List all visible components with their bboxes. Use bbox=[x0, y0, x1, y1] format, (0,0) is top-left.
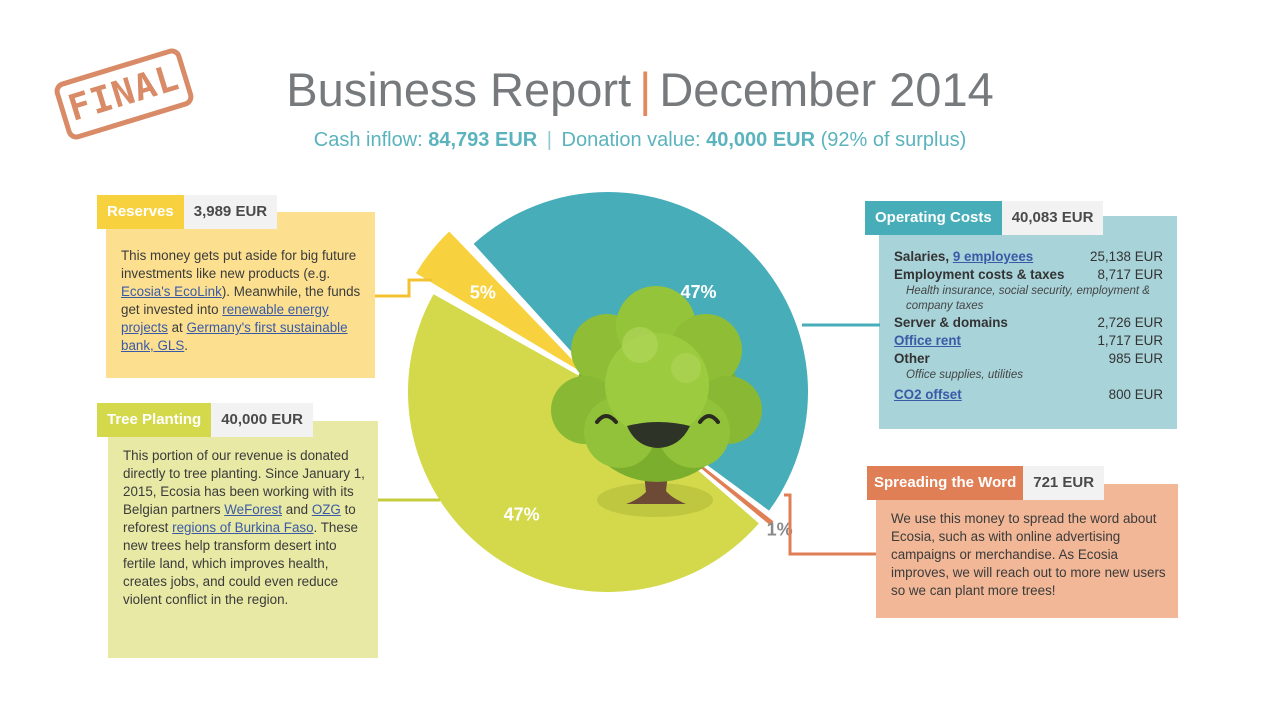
cash-inflow-value: 84,793 EUR bbox=[428, 129, 538, 151]
donation-value: 40,000 EUR bbox=[706, 129, 816, 151]
cost-row-office-rent: Office rent 1,717 EUR bbox=[894, 332, 1163, 350]
donation-note: (92% of surplus) bbox=[820, 129, 967, 151]
cost-label: Server & domains bbox=[894, 315, 1008, 330]
cost-note: Office supplies, utilities bbox=[906, 369, 1023, 381]
cost-value: 8,717 EUR bbox=[1097, 267, 1163, 282]
pie-label-reserves: 5% bbox=[470, 282, 496, 302]
reserves-card: This money gets put aside for big future… bbox=[106, 212, 375, 378]
cost-value: 25,138 EUR bbox=[1090, 249, 1163, 264]
title-date: December 2014 bbox=[659, 63, 994, 116]
tree-planting-text: This portion of our revenue is donated d… bbox=[123, 448, 365, 517]
cost-value: 800 EUR bbox=[1108, 387, 1163, 402]
employees-link[interactable]: 9 employees bbox=[952, 249, 1034, 264]
reserves-text: . bbox=[184, 338, 189, 353]
cost-row-salaries: Salaries, 9 employees 25,138 EUR bbox=[894, 248, 1163, 266]
operating-costs-name: Operating Costs bbox=[865, 201, 1002, 235]
cost-value: 2,726 EUR bbox=[1097, 315, 1163, 330]
pie-label-tree-planting: 47% bbox=[504, 505, 540, 525]
spreading-tab: Spreading the Word 721 EUR bbox=[867, 466, 1105, 500]
operating-costs-tab: Operating Costs 40,083 EUR bbox=[865, 201, 1104, 235]
page-title: Business Report | December 2014 bbox=[0, 62, 1280, 117]
reserves-text: This money gets put aside for big future… bbox=[121, 248, 357, 281]
reserves-amount: 3,989 EUR bbox=[183, 195, 278, 229]
title-separator: | bbox=[639, 63, 652, 116]
donation-label: Donation value: bbox=[561, 129, 701, 151]
pie-labels: 47% 1% 47% 5% bbox=[470, 282, 793, 540]
cost-row-employment: Employment costs & taxes 8,717 EUR bbox=[894, 266, 1163, 284]
pie-label-operating-costs: 47% bbox=[680, 282, 716, 302]
operating-costs-amount: 40,083 EUR bbox=[1001, 201, 1104, 235]
cost-label: Employment costs & taxes bbox=[894, 267, 1065, 282]
tree-planting-text: to reforest bbox=[123, 502, 356, 535]
office-rent-link[interactable]: Office rent bbox=[894, 333, 961, 348]
tree-planting-text: . These new trees help transform desert … bbox=[123, 520, 358, 607]
spreading-name: Spreading the Word bbox=[867, 466, 1024, 500]
cost-row-server: Server & domains 2,726 EUR bbox=[894, 314, 1163, 332]
tree-planting-card: This portion of our revenue is donated d… bbox=[108, 421, 378, 658]
title-main: Business Report bbox=[286, 63, 632, 116]
ozg-link[interactable]: OZG bbox=[311, 502, 341, 517]
cost-row-other: Other 985 EUR bbox=[894, 350, 1163, 368]
cost-value: 1,717 EUR bbox=[1097, 333, 1163, 348]
spreading-text: We use this money to spread the word abo… bbox=[891, 511, 1166, 598]
burkina-faso-link[interactable]: regions of Burkina Faso bbox=[172, 520, 314, 535]
pie-slice-reserves bbox=[415, 231, 588, 376]
cost-row-co2: CO2 offset 800 EUR bbox=[894, 386, 1163, 404]
renewable-energy-link[interactable]: renewable energy projects bbox=[121, 302, 329, 335]
pie-label-spreading-the-word: 1% bbox=[767, 520, 793, 540]
cost-label: Other bbox=[894, 351, 930, 366]
tree-planting-amount: 40,000 EUR bbox=[211, 403, 313, 437]
subtitle-separator: | bbox=[546, 129, 552, 151]
co2-offset-link[interactable]: CO2 offset bbox=[894, 387, 962, 402]
reserves-text: at bbox=[167, 320, 187, 335]
spreading-connector bbox=[784, 493, 876, 556]
cost-value: 985 EUR bbox=[1108, 351, 1163, 366]
cost-note: Health insurance, social security, emplo… bbox=[906, 285, 1150, 312]
cash-inflow-label: Cash inflow: bbox=[313, 129, 423, 151]
ecolink-link[interactable]: Ecosia's EcoLink bbox=[121, 284, 222, 299]
gls-bank-link[interactable]: Germany's first sustainable bank, GLS bbox=[121, 320, 348, 353]
tree-planting-name: Tree Planting bbox=[97, 403, 212, 437]
spreading-amount: 721 EUR bbox=[1023, 466, 1105, 500]
tree-mascot-icon bbox=[551, 286, 762, 517]
weforest-link[interactable]: WeForest bbox=[224, 502, 283, 517]
reserves-text: ). Meanwhile, the funds get invested int… bbox=[121, 284, 361, 317]
reserves-connector bbox=[375, 278, 432, 298]
page-subtitle: Cash inflow: 84,793 EUR | Donation value… bbox=[0, 129, 1280, 152]
operating-costs-card: Salaries, 9 employees 25,138 EUR Employm… bbox=[879, 216, 1177, 429]
reserves-tab: Reserves 3,989 EUR bbox=[97, 195, 278, 229]
reserves-name: Reserves bbox=[97, 195, 184, 229]
tree-planting-text: and bbox=[282, 502, 312, 517]
spreading-card: We use this money to spread the word abo… bbox=[876, 484, 1178, 618]
tree-planting-tab: Tree Planting 40,000 EUR bbox=[97, 403, 313, 437]
cost-label: Salaries, bbox=[894, 249, 953, 264]
